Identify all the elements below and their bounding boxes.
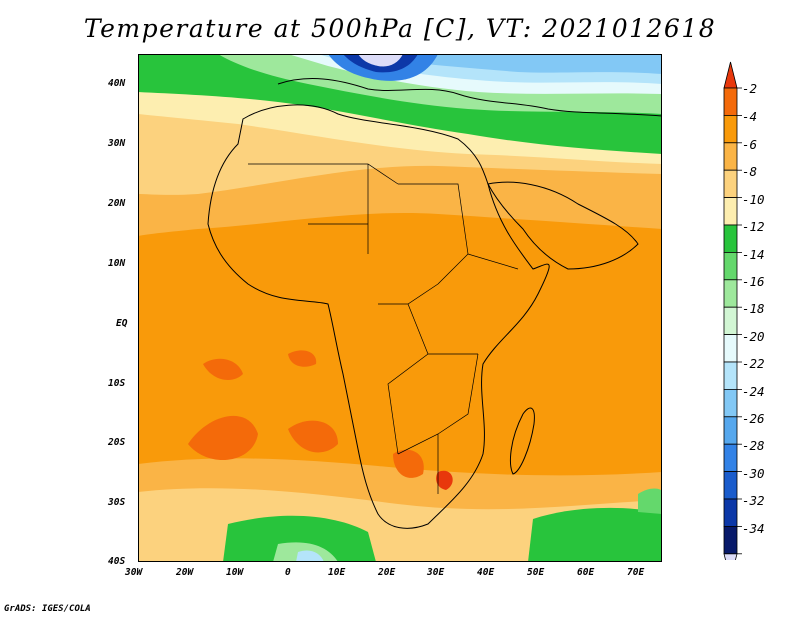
lat-label-30s: 30S [108,497,126,508]
colorbar-label-16: -32 [742,493,765,508]
field-south-green-2 [528,507,662,562]
lon-label-40e: 40E [477,567,495,578]
lon-label-0: 0 [285,567,291,578]
hotspot-6 [436,470,453,490]
lat-label-20n: 20N [108,198,126,209]
colorbar-swatch-1 [723,87,738,116]
colorbar-swatch-5 [723,197,738,226]
lat-label-40n: 40N [108,78,126,89]
lon-label-30w: 30W [125,567,143,578]
footer-credit: GrADS: IGES/COLA [4,604,91,614]
colorbar-swatch-3 [723,142,738,171]
colorbar-label-17: -34 [742,521,765,536]
lon-label-20e: 20E [378,567,396,578]
map-border [138,54,662,562]
borders [248,163,519,494]
lat-label-30n: 30N [108,138,126,149]
hotspot-4 [288,420,338,453]
arabia-outline [487,181,639,270]
colorbar-label-9: -18 [742,301,765,316]
colorbar [720,60,800,580]
colorbar-label-5: -10 [742,192,765,207]
hotspot-3 [288,350,317,367]
colorbar-swatch-2 [723,115,738,144]
colorbar-svg [723,61,742,580]
colorbar-label-3: -6 [742,137,758,152]
colorbar-label-14: -28 [742,438,765,453]
colorbar-swatch-8 [723,279,738,308]
field-south-green [223,515,376,562]
lon-label-10w: 10W [226,567,244,578]
hotspot-2 [203,358,243,380]
colorbar-swatch-9 [723,306,738,335]
colorbar-label-15: -30 [742,466,765,481]
colorbar-label-7: -14 [742,247,765,262]
lat-label-10s: 10S [108,378,126,389]
field-south-blue [296,550,324,562]
hotspot-5 [393,449,424,478]
colorbar-swatch-16 [723,498,738,527]
colorbar-swatch-17 [723,525,738,555]
colorbar-label-11: -22 [742,356,765,371]
colorbar-swatch-15 [723,471,738,500]
colorbar-swatch-6 [723,224,738,253]
field-south-green-3 [638,488,662,514]
hotspot-1 [188,415,258,461]
lon-label-10e: 10E [328,567,346,578]
lat-label-40s: 40S [108,556,126,567]
colorbar-label-12: -24 [742,384,765,399]
colorbar-swatch-11 [723,361,738,390]
lon-label-70e: 70E [627,567,645,578]
map-panel [138,54,662,562]
lon-label-50e: 50E [527,567,545,578]
europe-outline [277,78,662,117]
lon-label-20w: 20W [176,567,194,578]
colorbar-swatch-7 [723,251,738,281]
colorbar-swatch-10 [723,334,738,363]
colorbar-label-2: -4 [742,109,758,124]
lat-label-eq: EQ [116,318,128,329]
lat-label-20s: 20S [108,437,126,448]
colorbar-label-6: -12 [742,219,765,234]
colorbar-swatch-14 [723,443,738,473]
lon-label-60e: 60E [577,567,595,578]
colorbar-bottom-arrow [723,553,738,580]
colorbar-swatch-4 [723,169,738,198]
colorbar-label-13: -26 [742,411,765,426]
lon-label-30e: 30E [427,567,445,578]
madagascar-outline [509,407,535,475]
colorbar-label-10: -20 [742,329,765,344]
colorbar-label-1: -2 [742,81,758,96]
colorbar-label-8: -16 [742,274,765,289]
lat-label-10n: 10N [108,258,126,269]
colorbar-swatch-13 [723,416,738,445]
field-north-lavender [358,54,403,67]
chart-title: Temperature at 500hPa [C], VT: 202101261… [83,14,717,43]
colorbar-top-arrow [723,61,738,89]
africa-outline [207,104,550,529]
temperature-map [138,54,662,562]
colorbar-label-4: -8 [742,164,758,179]
colorbar-swatch-12 [723,388,738,418]
